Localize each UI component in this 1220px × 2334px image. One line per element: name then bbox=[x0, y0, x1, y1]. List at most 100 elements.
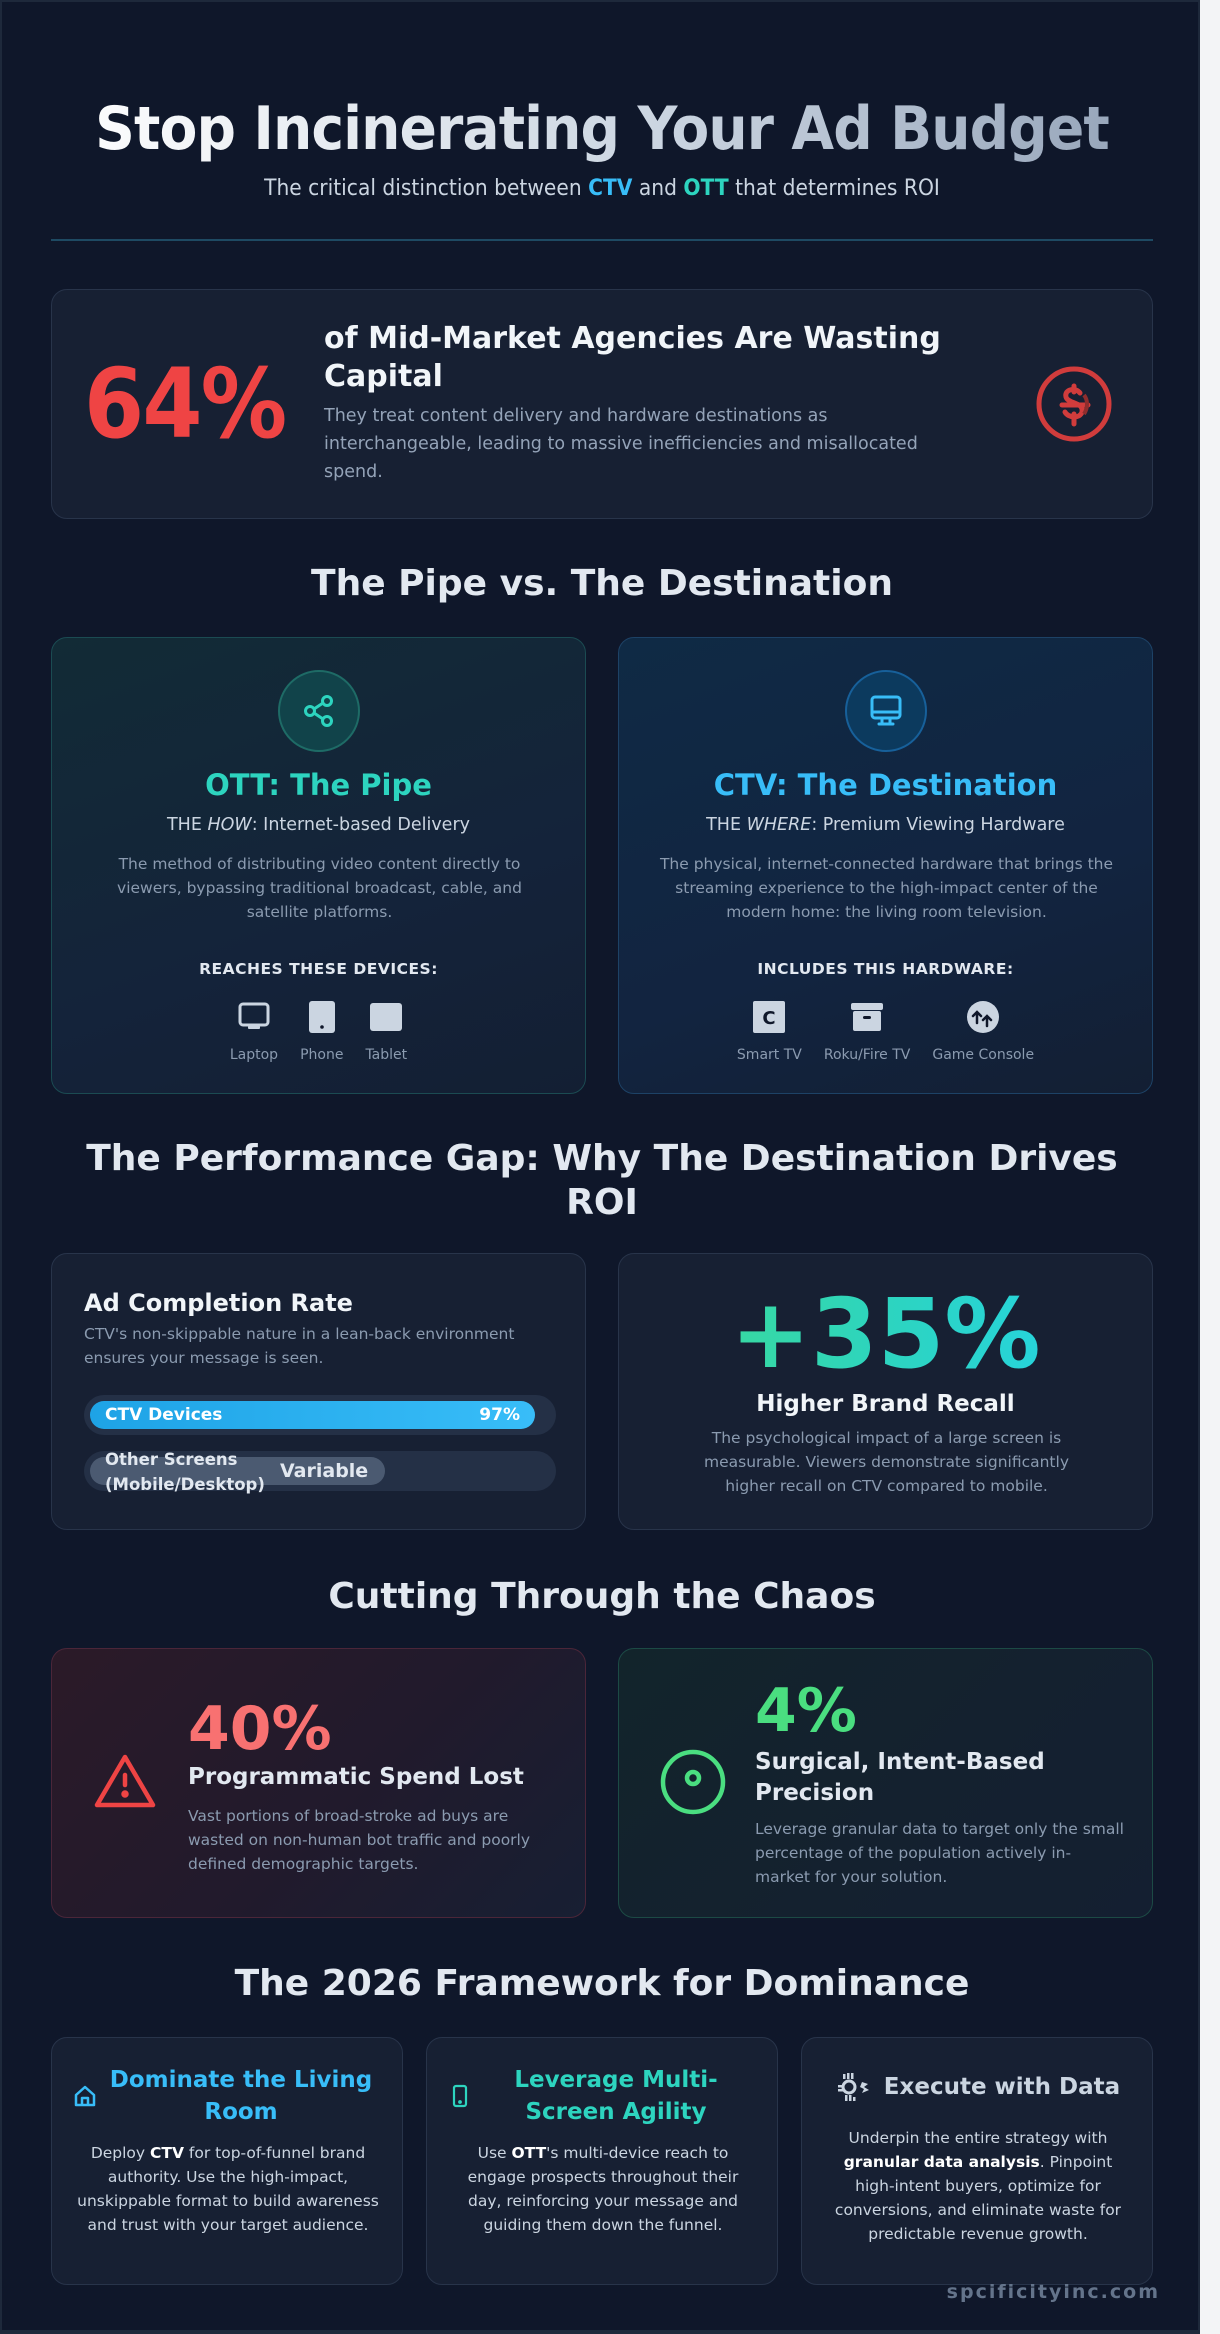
ott-title: OTT: The Pipe bbox=[205, 768, 432, 802]
share-icon bbox=[278, 670, 360, 752]
desc-bold: granular data analysis bbox=[843, 2153, 1040, 2171]
framework-card-living-room: Dominate the Living Room Deploy CTV for … bbox=[51, 2037, 403, 2285]
ott-subtitle-post: : Internet-based Delivery bbox=[251, 815, 470, 835]
desc-text: 's multi-device reach to engage prospect… bbox=[467, 2144, 739, 2234]
device-label: Smart TV bbox=[736, 1047, 802, 1063]
header-divider bbox=[51, 239, 1153, 241]
precision-stat: 4% bbox=[755, 1676, 857, 1746]
subtitle-ctv: CTV bbox=[588, 176, 633, 201]
device-laptop: Laptop bbox=[230, 999, 278, 1063]
section-title-comparison: The Pipe vs. The Destination bbox=[311, 563, 893, 604]
desc-text: . Pinpoint high-intent buyers, optimize … bbox=[834, 2153, 1122, 2243]
ott-subtitle-pre: THE bbox=[166, 815, 208, 835]
streaming-box-icon bbox=[849, 999, 885, 1035]
device-label: Roku/Fire TV bbox=[823, 1047, 911, 1063]
mobile-icon bbox=[447, 2083, 473, 2109]
subtitle-text: The critical distinction between bbox=[264, 176, 589, 201]
framework-title: Execute with Data bbox=[883, 2074, 1121, 2100]
completion-title: Ad Completion Rate bbox=[84, 1289, 353, 1317]
section-title-framework: The 2026 Framework for Dominance bbox=[234, 1963, 970, 2004]
phone-icon bbox=[304, 999, 340, 1035]
target-icon bbox=[657, 1747, 727, 1817]
ctv-hardware-label: INCLUDES THIS HARDWARE: bbox=[757, 960, 1014, 978]
spend-lost-card: 40% Programmatic Spend Lost Vast portion… bbox=[51, 1648, 586, 1918]
device-label: Tablet bbox=[365, 1047, 408, 1063]
precision-title: Surgical, Intent-Based Precision bbox=[755, 1749, 1045, 1806]
ctv-completion-bar: CTV Devices 97% bbox=[84, 1395, 556, 1435]
banner-stat: 64% bbox=[84, 348, 287, 460]
bar-value: Variable bbox=[280, 1460, 369, 1482]
page-subtitle: The critical distinction between CTV and… bbox=[50, 176, 1154, 201]
desc-text: Use bbox=[477, 2144, 512, 2162]
device-game-console: Game Console bbox=[932, 999, 1034, 1063]
banner-text: They treat content delivery and hardware… bbox=[324, 406, 918, 482]
bar-label: Other Screens (Mobile/Desktop) bbox=[105, 1450, 265, 1494]
ott-devices-label: REACHES THESE DEVICES: bbox=[199, 960, 438, 978]
framework-card-data: Execute with Data Underpin the entire st… bbox=[801, 2037, 1153, 2285]
ctv-title: CTV: The Destination bbox=[713, 768, 1058, 802]
ctv-subtitle-em: WHERE bbox=[746, 815, 812, 835]
stat-banner: 64% of Mid-Market Agencies Are Wasting C… bbox=[51, 289, 1153, 519]
recall-description: The psychological impact of a large scre… bbox=[704, 1429, 1069, 1495]
bar-label: CTV Devices bbox=[105, 1405, 223, 1425]
game-console-icon bbox=[965, 999, 1001, 1035]
money-burn-icon bbox=[1032, 362, 1116, 446]
tablet-icon bbox=[368, 999, 404, 1035]
framework-description: Deploy CTV for top-of-funnel brand autho… bbox=[74, 2141, 382, 2237]
framework-card-header: Execute with Data bbox=[802, 2070, 1154, 2104]
ctv-subtitle: THE WHERE: Premium Viewing Hardware bbox=[619, 815, 1152, 835]
footer-brand: spcificityinc.com bbox=[946, 2281, 1160, 2303]
desc-text: for top-of-funnel brand authority. Use t… bbox=[77, 2144, 379, 2234]
recall-title: Higher Brand Recall bbox=[756, 1391, 1015, 1417]
device-phone: Phone bbox=[300, 999, 343, 1063]
ott-device-list: Laptop Phone Tablet bbox=[52, 999, 585, 1063]
laptop-icon bbox=[236, 999, 272, 1035]
framework-card-header: Leverage Multi-Screen Agility bbox=[447, 2064, 759, 2128]
spend-lost-description: Vast portions of broad-stroke ad buys ar… bbox=[188, 1807, 531, 1873]
framework-card-multi-screen: Leverage Multi-Screen Agility Use OTT's … bbox=[426, 2037, 778, 2285]
section-title-performance: The Performance Gap: Why The Destination… bbox=[86, 1138, 1118, 1223]
subtitle-text: and bbox=[632, 176, 684, 201]
other-bar-fill: Other Screens (Mobile/Desktop) Variable bbox=[90, 1450, 385, 1494]
data-gear-icon bbox=[836, 2070, 874, 2104]
device-label: Game Console bbox=[932, 1047, 1035, 1063]
completion-description: CTV's non-skippable nature in a lean-bac… bbox=[84, 1325, 515, 1367]
device-label: Laptop bbox=[229, 1047, 279, 1063]
ctv-hardware-list: C Smart TV Roku/Fire TV Game Console bbox=[619, 999, 1152, 1063]
device-smart-tv: C Smart TV bbox=[737, 999, 802, 1063]
precision-description: Leverage granular data to target only th… bbox=[755, 1820, 1124, 1886]
ott-subtitle-em: HOW bbox=[207, 815, 252, 835]
desc-bold: CTV bbox=[150, 2144, 184, 2162]
spend-lost-title: Programmatic Spend Lost bbox=[188, 1764, 524, 1790]
framework-card-header: Dominate the Living Room bbox=[72, 2064, 384, 2128]
subtitle-text: that determines ROI bbox=[728, 176, 940, 201]
desc-bold: OTT bbox=[511, 2144, 547, 2162]
ott-card: OTT: The Pipe THE HOW: Internet-based De… bbox=[51, 637, 586, 1094]
home-icon bbox=[72, 2083, 98, 2109]
other-screens-bar: Other Screens (Mobile/Desktop) Variable bbox=[84, 1450, 556, 1494]
ott-description: The method of distributing video content… bbox=[117, 855, 522, 921]
framework-title: Leverage Multi-Screen Agility bbox=[514, 2067, 718, 2125]
monitor-icon bbox=[845, 670, 927, 752]
banner-title: of Mid-Market Agencies Are Wasting Capit… bbox=[324, 321, 941, 394]
framework-description: Underpin the entire strategy with granul… bbox=[824, 2126, 1132, 2246]
bar-value: 97% bbox=[479, 1405, 520, 1425]
framework-description: Use OTT's multi-device reach to engage p… bbox=[449, 2141, 757, 2237]
ctv-subtitle-pre: THE bbox=[706, 815, 747, 835]
desc-text: Underpin the entire strategy with bbox=[848, 2129, 1108, 2147]
precision-card: 4% Surgical, Intent-Based Precision Leve… bbox=[618, 1648, 1153, 1918]
ctv-bar-fill: CTV Devices 97% bbox=[90, 1401, 535, 1429]
framework-title: Dominate the Living Room bbox=[109, 2067, 373, 2125]
page-title: Stop Incinerating Your Ad Budget bbox=[50, 94, 1154, 164]
completion-rate-card: Ad Completion Rate CTV's non-skippable n… bbox=[51, 1253, 586, 1530]
device-tablet: Tablet bbox=[365, 999, 407, 1063]
subtitle-ott: OTT bbox=[683, 176, 729, 201]
ctv-description: The physical, internet-connected hardwar… bbox=[659, 855, 1114, 921]
ott-subtitle: THE HOW: Internet-based Delivery bbox=[52, 815, 585, 835]
spend-lost-stat: 40% bbox=[188, 1694, 332, 1764]
device-streaming-box: Roku/Fire TV bbox=[823, 999, 911, 1063]
device-label: Phone bbox=[300, 1047, 344, 1063]
warning-icon bbox=[90, 1747, 160, 1817]
ctv-card: CTV: The Destination THE WHERE: Premium … bbox=[618, 637, 1153, 1094]
